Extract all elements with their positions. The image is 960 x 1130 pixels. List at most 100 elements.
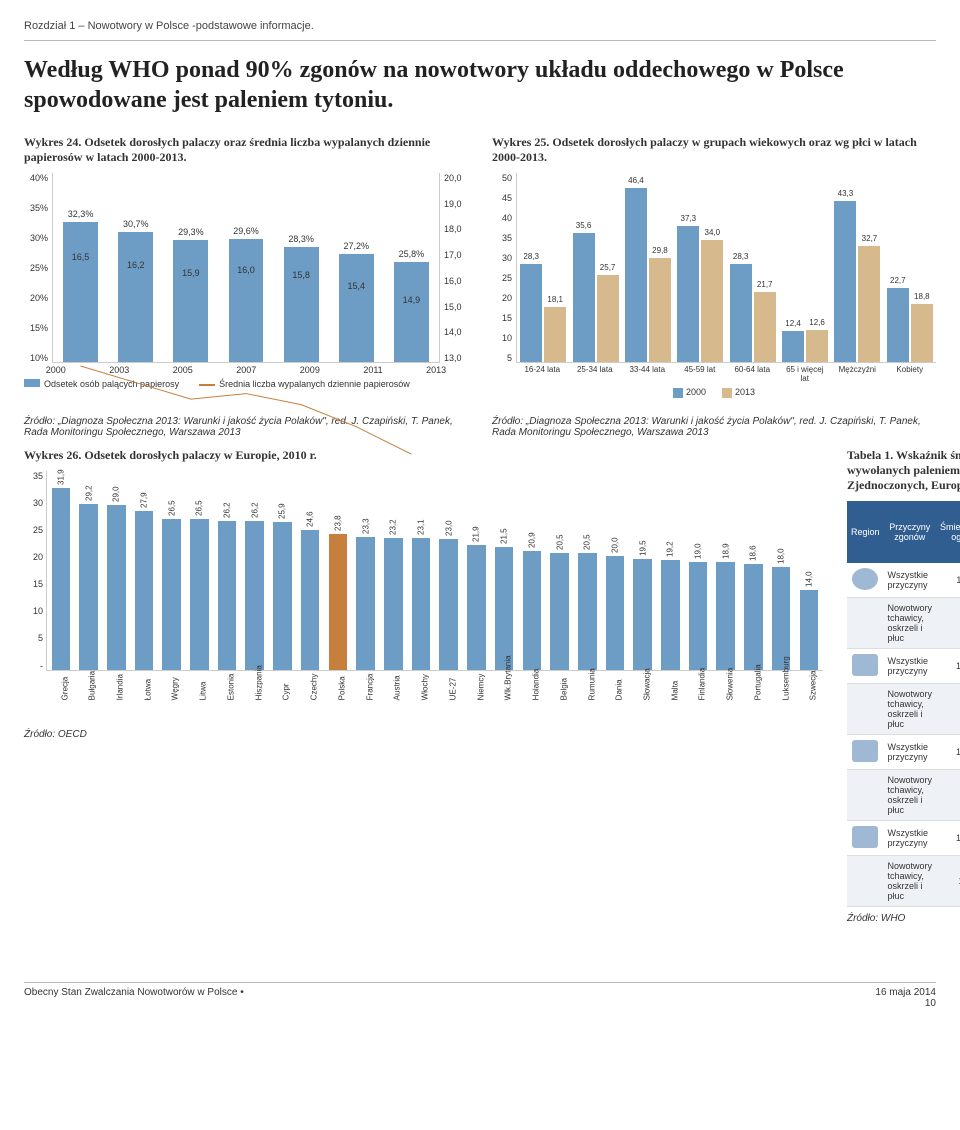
chart24: 40%35%30%25%20%15%10% 32,3%30,7%29,3%29,…	[24, 173, 468, 363]
table1-body: Wszystkie przyczyny 1148 174 12% Nowotwo…	[847, 563, 960, 907]
chart25-plot: 28,3 18,1 35,6 25,7 46,4 29,8 37,3 34,0 …	[516, 173, 936, 363]
chart25-bar-2000: 28,3	[730, 264, 752, 362]
charts-row-1: Wykres 24. Odsetek dorosłych palaczy ora…	[24, 135, 936, 398]
chart25-caption: Wykres 25. Odsetek dorosłych palaczy w g…	[492, 135, 936, 165]
legend-2013-label: 2013	[735, 387, 755, 397]
footer-page: 10	[925, 998, 936, 1009]
chart26-x-labels: GrecjaBułgariaIrlandiaŁotwaWęgryLitwaEst…	[24, 673, 823, 725]
chart25-bar-2000: 28,3	[520, 264, 542, 362]
table1-header: Przyczyny zgonów	[884, 501, 937, 563]
chart25-bar-2000: 12,4	[782, 331, 804, 362]
chart26-bar: 21,5	[495, 547, 514, 669]
chart26-bar: 20,5	[550, 553, 569, 670]
chart24-y-left: 40%35%30%25%20%15%10%	[24, 173, 52, 363]
table1-header: Śmiertelność ogółem	[936, 501, 960, 563]
chart25: 5045403530252015105 28,3 18,1 35,6 25,7 …	[492, 173, 936, 363]
chart25-group: 46,4 29,8	[625, 173, 671, 362]
chart25-bar-2013: 34,0	[701, 240, 723, 362]
chart25-group: 28,3 21,7	[730, 173, 776, 362]
chart26-bar: 19,2	[661, 560, 680, 669]
chart26-bars: 31,929,229,027,926,526,526,226,225,924,6…	[47, 471, 823, 670]
chart26-bar: 18,9	[716, 562, 735, 669]
chart26: 3530252015105- 31,929,229,027,926,526,52…	[24, 471, 823, 671]
table-row: Nowotwory tchawicy, oskrzeli i płuc 95 8…	[847, 683, 960, 734]
table1-col: Tabela 1. Wskaźnik śmierci (na 100 tys. …	[847, 448, 960, 924]
chart25-group: 22,7 18,8	[887, 173, 933, 362]
table1-header-row: RegionPrzyczyny zgonówŚmiertelność ogółe…	[847, 501, 960, 563]
table-row: Nowotwory tchawicy, oskrzeli i płuc 45 3…	[847, 597, 960, 648]
chart25-group: 37,3 34,0	[677, 173, 723, 362]
chart25-x-labels: 16-24 lata25-34 lata33-44 lata45-59 lat6…	[492, 365, 936, 383]
chart25-bar-2000: 35,6	[573, 233, 595, 362]
page-footer: Obecny Stan Zwalczania Nowotworów w Pols…	[24, 982, 936, 1009]
chart26-bar: 18,0	[772, 567, 791, 669]
chart25-group: 43,3 32,7	[834, 173, 880, 362]
chart25-group: 28,3 18,1	[520, 173, 566, 362]
us-icon	[852, 654, 878, 676]
legend-2000-label: 2000	[686, 387, 706, 397]
chart26-bar: 26,2	[245, 521, 264, 670]
charts-row-2: Wykres 26. Odsetek dorosłych palaczy w E…	[24, 448, 936, 924]
chart25-bar-2000: 43,3	[834, 201, 856, 362]
chart25-bar-2013: 32,7	[858, 246, 880, 362]
footer-right: 16 maja 2014 10	[875, 987, 936, 1009]
eu-icon	[852, 740, 878, 762]
chart25-bar-2013: 21,7	[754, 292, 776, 362]
chart26-bar: 18,6	[744, 564, 763, 670]
chart26-bar: 27,9	[135, 511, 154, 670]
chart26-source: Źródło: OECD	[24, 729, 823, 740]
chart26-bar: 19,0	[689, 562, 708, 670]
chart26-bar: 26,5	[190, 519, 209, 670]
headline: Według WHO ponad 90% zgonów na nowotwory…	[24, 55, 936, 115]
chart25-bar-2000: 22,7	[887, 288, 909, 362]
chart26-bar: 23,2	[384, 538, 403, 670]
table-row: Wszystkie przyczyny 1377 318 23%	[847, 648, 960, 683]
chart25-legend: 2000 2013	[492, 387, 936, 398]
chart26-bar: 29,0	[107, 505, 126, 670]
table-row: Wszystkie przyczyny 1148 174 12%	[847, 563, 960, 598]
bar-swatch	[24, 379, 40, 387]
chart25-bar-2013: 12,6	[806, 330, 828, 362]
table1-header: Region	[847, 501, 884, 563]
chart26-bar: 23,8	[329, 534, 348, 669]
swatch-2013	[722, 388, 732, 398]
table1-caption: Tabela 1. Wskaźnik śmierci (na 100 tys. …	[847, 448, 960, 493]
chart26-bar: 29,2	[79, 504, 98, 670]
chart26-bar: 23,0	[439, 539, 458, 670]
chart24-caption: Wykres 24. Odsetek dorosłych palaczy ora…	[24, 135, 468, 165]
chart26-bar: 25,9	[273, 522, 292, 669]
chart26-bar: 19,5	[633, 559, 652, 670]
chart25-source: Źródło: „Diagnoza Społeczna 2013: Warunk…	[492, 416, 936, 438]
table-row: Nowotwory tchawicy, oskrzeli i płuc 71 6…	[847, 769, 960, 820]
chart25-y-axis: 5045403530252015105	[492, 173, 516, 363]
table-row: Wszystkie przyczyny 1716 281 16%	[847, 734, 960, 769]
chart26-bar: 23,3	[356, 537, 375, 669]
chart26-bar: 21,9	[467, 545, 486, 670]
chart26-col: Wykres 26. Odsetek dorosłych palaczy w E…	[24, 448, 823, 924]
chart26-y-axis: 3530252015105-	[24, 471, 46, 671]
chart25-col: Wykres 25. Odsetek dorosłych palaczy w g…	[492, 135, 936, 398]
footer-left: Obecny Stan Zwalczania Nowotworów w Pols…	[24, 987, 244, 1009]
chart24-y-right: 20,019,018,017,016,015,014,013,0	[440, 173, 468, 363]
swatch-2000	[673, 388, 683, 398]
chart25-bar-2013: 25,7	[597, 275, 619, 362]
divider	[24, 40, 936, 41]
chart25-bar-2000: 46,4	[625, 188, 647, 362]
table1: RegionPrzyczyny zgonówŚmiertelność ogółe…	[847, 501, 960, 907]
chart25-bar-2000: 37,3	[677, 226, 699, 362]
chart26-plot: 31,929,229,027,926,526,526,226,225,924,6…	[46, 471, 823, 671]
pl-icon	[852, 826, 878, 848]
legend-2000: 2000	[673, 387, 706, 398]
chart26-bar: 26,5	[162, 519, 181, 670]
chart25-bar-2013: 18,8	[911, 304, 933, 362]
chart26-bar: 26,2	[218, 521, 237, 670]
table-row: Wszystkie przyczyny 1603 353 22%	[847, 820, 960, 855]
chapter-label: Rozdział 1 – Nowotwory w Polsce -podstaw…	[24, 20, 936, 32]
table-row: Nowotwory tchawicy, oskrzeli i płuc 101 …	[847, 855, 960, 906]
chart26-bar: 24,6	[301, 530, 320, 670]
chart26-bar: 14,0	[800, 590, 819, 670]
chart24-plot: 32,3%30,7%29,3%29,6%28,3%27,2%25,8% 16,5…	[52, 173, 440, 363]
chart26-bar: 23,1	[412, 538, 431, 669]
chart25-bar-2013: 29,8	[649, 258, 671, 362]
chart25-bars: 28,3 18,1 35,6 25,7 46,4 29,8 37,3 34,0 …	[517, 173, 936, 362]
